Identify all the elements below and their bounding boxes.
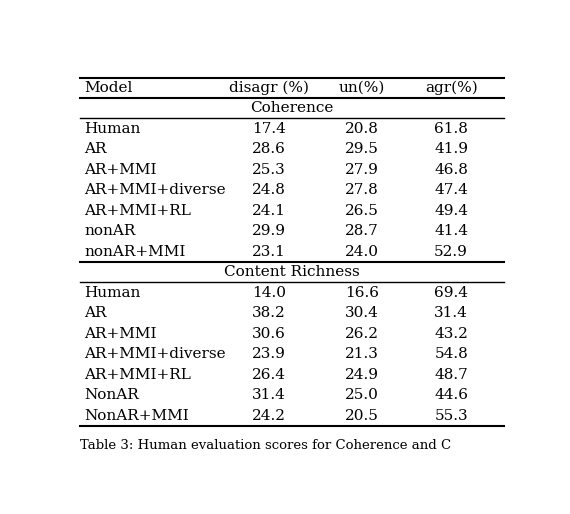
Text: Human: Human (84, 122, 141, 136)
Text: AR: AR (84, 306, 107, 320)
Text: 27.9: 27.9 (345, 163, 379, 177)
Text: 28.7: 28.7 (345, 224, 379, 238)
Text: 25.3: 25.3 (252, 163, 286, 177)
Text: 31.4: 31.4 (252, 388, 286, 402)
Text: 14.0: 14.0 (252, 286, 286, 300)
Text: NonAR+MMI: NonAR+MMI (84, 409, 189, 423)
Text: Human: Human (84, 286, 141, 300)
Text: nonAR+MMI: nonAR+MMI (84, 245, 186, 259)
Text: 54.8: 54.8 (434, 347, 468, 361)
Text: 31.4: 31.4 (434, 306, 468, 320)
Text: 26.2: 26.2 (345, 326, 379, 341)
Text: 25.0: 25.0 (345, 388, 379, 402)
Text: 30.6: 30.6 (252, 326, 286, 341)
Text: AR+MMI+RL: AR+MMI+RL (84, 368, 192, 381)
Text: 23.1: 23.1 (252, 245, 286, 259)
Text: 41.4: 41.4 (434, 224, 468, 238)
Text: 47.4: 47.4 (434, 183, 468, 197)
Text: 20.5: 20.5 (345, 409, 379, 423)
Text: Model: Model (84, 81, 133, 95)
Text: 52.9: 52.9 (434, 245, 468, 259)
Text: 24.9: 24.9 (345, 368, 379, 381)
Text: 24.2: 24.2 (252, 409, 286, 423)
Text: 44.6: 44.6 (434, 388, 468, 402)
Text: 49.4: 49.4 (434, 204, 468, 218)
Text: AR+MMI: AR+MMI (84, 163, 157, 177)
Text: 27.8: 27.8 (345, 183, 379, 197)
Text: 16.6: 16.6 (345, 286, 379, 300)
Text: Table 3: Human evaluation scores for Coherence and C: Table 3: Human evaluation scores for Coh… (80, 439, 451, 452)
Text: 61.8: 61.8 (434, 122, 468, 136)
Text: 29.9: 29.9 (252, 224, 286, 238)
Text: AR+MMI: AR+MMI (84, 326, 157, 341)
Text: 69.4: 69.4 (434, 286, 468, 300)
Text: 26.4: 26.4 (252, 368, 286, 381)
Text: 23.9: 23.9 (252, 347, 286, 361)
Text: Content Richness: Content Richness (224, 265, 360, 279)
Text: 29.5: 29.5 (345, 142, 379, 156)
Text: 26.5: 26.5 (345, 204, 379, 218)
Text: 48.7: 48.7 (434, 368, 468, 381)
Text: 20.8: 20.8 (345, 122, 379, 136)
Text: 21.3: 21.3 (345, 347, 379, 361)
Text: 24.0: 24.0 (345, 245, 379, 259)
Text: 38.2: 38.2 (252, 306, 286, 320)
Text: 24.1: 24.1 (252, 204, 286, 218)
Text: AR: AR (84, 142, 107, 156)
Text: NonAR: NonAR (84, 388, 139, 402)
Text: 41.9: 41.9 (434, 142, 468, 156)
Text: nonAR: nonAR (84, 224, 136, 238)
Text: 55.3: 55.3 (434, 409, 468, 423)
Text: AR+MMI+diverse: AR+MMI+diverse (84, 347, 226, 361)
Text: 24.8: 24.8 (252, 183, 286, 197)
Text: 30.4: 30.4 (345, 306, 379, 320)
Text: 28.6: 28.6 (252, 142, 286, 156)
Text: disagr (%): disagr (%) (229, 81, 309, 95)
Text: un(%): un(%) (339, 81, 385, 95)
Text: 46.8: 46.8 (434, 163, 468, 177)
Text: agr(%): agr(%) (425, 81, 478, 95)
Text: AR+MMI+diverse: AR+MMI+diverse (84, 183, 226, 197)
Text: 43.2: 43.2 (434, 326, 468, 341)
Text: 17.4: 17.4 (252, 122, 286, 136)
Text: AR+MMI+RL: AR+MMI+RL (84, 204, 192, 218)
Text: Coherence: Coherence (250, 101, 334, 115)
